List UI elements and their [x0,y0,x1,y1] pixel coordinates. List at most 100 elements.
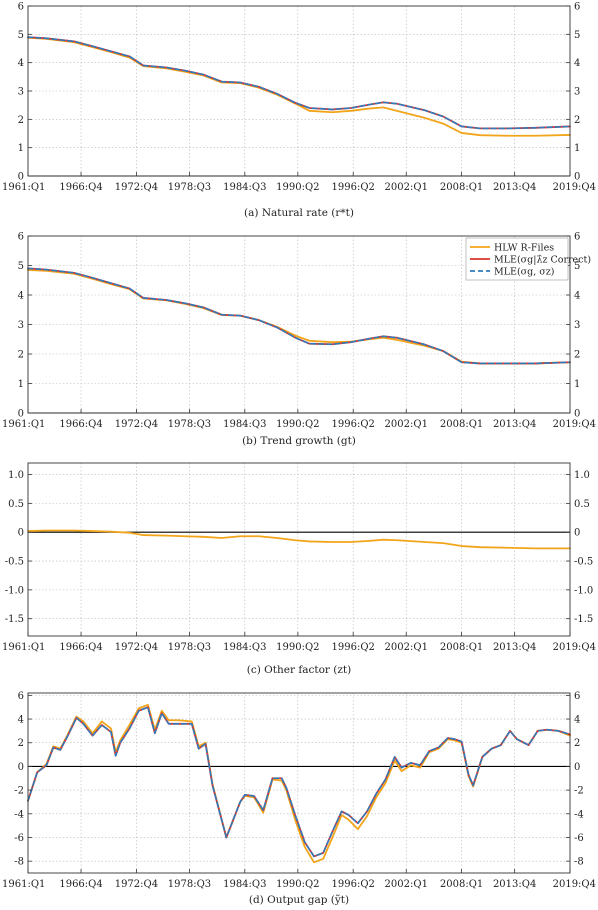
x-tick-label: 1961:Q1 [2,642,45,653]
x-tick-label: 1984:Q3 [223,642,266,653]
x-tick-label: 2013:Q4 [493,879,536,890]
x-tick-label: 1966:Q4 [59,182,102,193]
y-tick-label-right: 6 [574,691,580,702]
plot-frame [27,462,571,637]
series-line-2 [27,706,571,858]
x-tick-label: 1978:Q3 [168,879,211,890]
x-tick-label: 1996:Q2 [332,879,375,890]
y-tick-label-left: 0 [18,528,24,539]
legend-label: HLW R-Files [494,243,554,254]
x-tick-label: 1961:Q1 [2,419,45,430]
x-tick-label: 1984:Q3 [223,182,266,193]
y-tick-label-right: 3 [574,87,580,98]
x-tick-label: 1972:Q4 [115,879,158,890]
x-tick-label: 1966:Q4 [59,642,102,653]
y-tick-label-left: 4 [18,291,24,302]
x-tick-label: 1984:Q3 [223,879,266,890]
y-tick-label-left: 1 [18,379,24,390]
x-tick-label: 2019:Q4 [553,419,596,430]
y-tick-label-right: 0 [574,762,580,773]
series-line-1 [27,529,571,550]
x-tick-label: 2019:Q4 [553,182,596,193]
x-tick-label: 1961:Q1 [2,182,45,193]
x-tick-label: 1990:Q2 [276,419,319,430]
x-tick-label: 1990:Q2 [276,879,319,890]
y-tick-label-right: 1 [574,379,580,390]
panel-caption: (b) Trend growth (gt) [242,435,356,447]
y-tick-label-left: 1 [18,143,24,154]
y-tick-label-right: 0 [574,528,580,539]
y-tick-label-right: 5 [574,261,580,272]
plot-frame [27,692,571,874]
panel-c: -1.5 -1.5 -1.0 -1.0 -0.5 -0.5 0 0 0.5 0.5 1.0 1.0 19… [2,462,596,676]
x-tick-label: 1966:Q4 [59,879,102,890]
x-tick-label: 1972:Q4 [115,642,158,653]
panel-b: 0 0 1 1 2 2 3 3 4 4 5 5 6 6 1961:Q1 1966:Q4 1972:Q4 1978:… [2,232,596,448]
x-tick-label: 2019:Q4 [553,879,596,890]
y-tick-label-right: -2 [574,786,584,797]
y-tick-label-left: -2 [14,786,24,797]
series-line-1 [27,269,571,365]
x-tick-label: 1966:Q4 [59,419,102,430]
y-tick-label-right: 0 [574,172,580,183]
y-tick-label-left: 2 [18,738,24,749]
x-tick-label: 1978:Q3 [168,182,211,193]
y-tick-label-left: 2 [18,115,24,126]
y-tick-label-left: 5 [18,261,24,272]
x-tick-label: 1984:Q3 [223,419,266,430]
y-tick-label-right: -8 [574,857,584,868]
y-tick-label-left: 4 [18,58,24,69]
x-tick-label: 2002:Q1 [385,642,428,653]
y-tick-label-right: -4 [574,809,584,820]
y-tick-label-left: 0 [18,172,24,183]
y-tick-label-right: 2 [574,738,580,749]
series-line-1 [27,703,571,864]
y-tick-label-right: 4 [574,291,580,302]
x-tick-label: 2002:Q1 [385,419,428,430]
y-tick-label-left: -1.0 [5,585,24,596]
x-tick-label: 1996:Q2 [332,642,375,653]
series-line-3 [27,36,571,130]
y-tick-label-left: 3 [18,320,24,331]
legend-label: MLE(σg, σz) [494,267,554,278]
x-tick-label: 2008:Q1 [440,182,483,193]
series-line-3 [27,706,571,858]
y-tick-label-left: -4 [14,809,24,820]
x-tick-label: 2002:Q1 [385,182,428,193]
y-tick-label-left: 0.5 [8,499,24,510]
y-tick-label-left: 5 [18,30,24,41]
y-tick-label-right: 0 [574,409,580,420]
y-tick-label-left: 3 [18,87,24,98]
y-tick-label-left: 4 [18,715,24,726]
y-tick-label-right: 4 [574,58,580,69]
y-tick-label-right: 5 [574,30,580,41]
y-tick-label-left: 6 [18,691,24,702]
x-tick-label: 2013:Q4 [493,182,536,193]
y-tick-label-right: 3 [574,320,580,331]
y-tick-label-right: 2 [574,350,580,361]
series-line-3 [27,267,571,365]
y-tick-label-right: 0.5 [574,499,590,510]
x-tick-label: 2013:Q4 [493,642,536,653]
panel-d: -8 -8 -6 -6 -4 -4 -2 -2 0 0 2 2 4 4 6 6 1961:Q1 1966:Q4 19… [2,691,596,906]
y-tick-label-right: 6 [574,2,580,13]
panel-caption: (c) Other factor (zt) [247,664,351,676]
y-tick-label-right: 2 [574,115,580,126]
y-tick-label-right: -6 [574,833,584,844]
legend-label: MLE(σg|λ̂z Correct) [494,255,591,266]
panel-caption: (d) Output gap (ỹt) [249,894,349,906]
x-tick-label: 2013:Q4 [493,419,536,430]
panel-a: 0 0 1 1 2 2 3 3 4 4 5 5 6 6 1961:Q1 1966:Q4 1972:Q4 1978:… [2,2,596,220]
x-tick-label: 1972:Q4 [115,182,158,193]
y-tick-label-right: -1.0 [574,585,593,596]
x-tick-label: 1978:Q3 [168,419,211,430]
x-tick-label: 1996:Q2 [332,182,375,193]
y-tick-label-right: 6 [574,232,580,243]
x-tick-label: 2008:Q1 [440,642,483,653]
panel-caption: (a) Natural rate (r*t) [244,207,354,219]
y-tick-label-left: 0 [18,762,24,773]
x-tick-label: 2019:Q4 [553,642,596,653]
x-tick-label: 1990:Q2 [276,642,319,653]
y-tick-label-left: 6 [18,2,24,13]
